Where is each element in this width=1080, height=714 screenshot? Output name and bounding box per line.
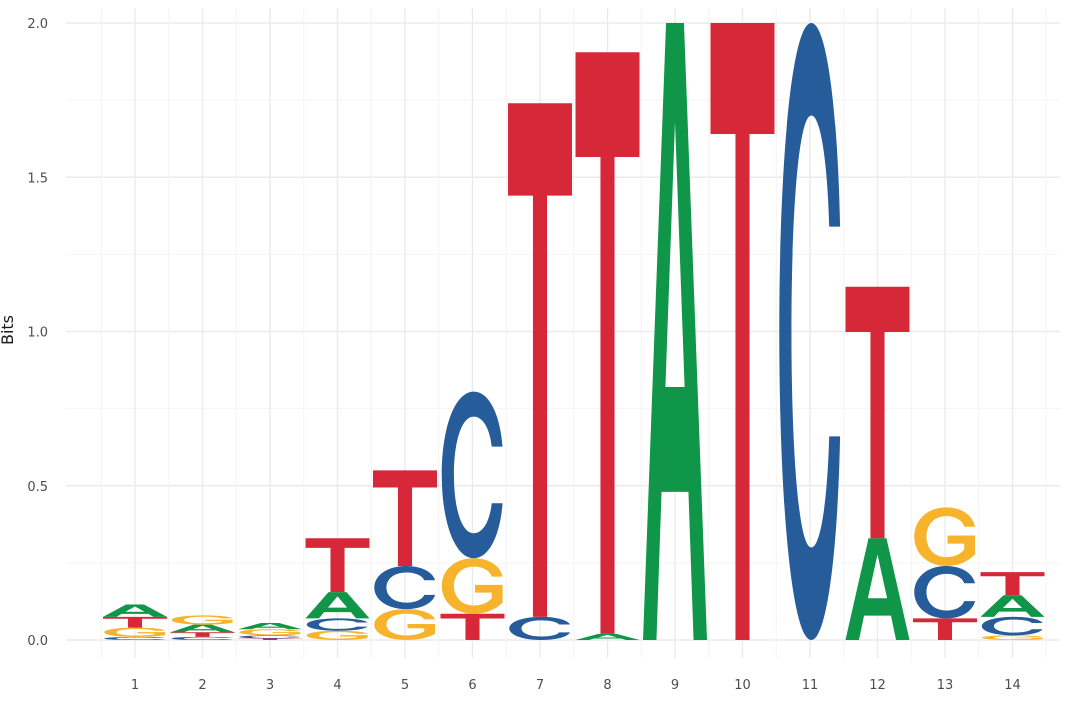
y-axis-title: Bits	[0, 315, 17, 345]
x-tick-label: 7	[536, 678, 544, 693]
x-tick-label: 2	[198, 678, 206, 693]
logo-letter-C-pos-6	[441, 391, 503, 559]
logo-letter-C-pos-11	[779, 23, 841, 640]
logo-letter-G-pos-1	[104, 627, 166, 637]
x-tick-label: 1	[131, 678, 139, 693]
logo-letter-C-pos-5	[374, 565, 436, 610]
logo-letter-A-pos-8	[575, 633, 640, 640]
x-tick-label: 14	[1004, 678, 1021, 693]
logo-letter-C-pos-14	[981, 616, 1043, 636]
x-axis: 1 2 3 4 5 6 7 8 9 10 11 12 13 14	[131, 678, 1021, 693]
logo-letter-T-pos-8	[575, 52, 640, 634]
logo-letter-G-pos-13	[914, 507, 976, 566]
logo-letter-A-pos-3	[238, 623, 302, 630]
x-tick-label: 11	[802, 678, 819, 693]
y-tick-label: 1.0	[27, 326, 48, 341]
logo-letter-A-pos-14	[980, 595, 1045, 617]
logo-letter-T-pos-14	[980, 572, 1045, 596]
logo-letter-A-pos-1	[103, 604, 167, 617]
logo-letter-G-pos-6	[441, 558, 503, 614]
x-tick-label: 5	[401, 678, 409, 693]
logo-letter-T-pos-3	[238, 638, 302, 640]
logo-letter-T-pos-13	[913, 618, 977, 640]
x-tick-label: 10	[734, 678, 751, 693]
y-tick-label: 0.0	[27, 634, 48, 649]
logo-letter-C-pos-13	[914, 565, 976, 619]
y-tick-label: 2.0	[27, 17, 48, 32]
y-tick-label: 0.5	[27, 480, 48, 495]
y-axis: 0.0 0.5 1.0 1.5 2.0	[27, 17, 48, 649]
logo-letter-T-pos-4	[305, 538, 370, 593]
logo-letter-T-pos-6	[440, 613, 505, 640]
x-tick-label: 9	[671, 678, 679, 693]
logo-letter-T-pos-5	[373, 470, 437, 566]
x-tick-label: 8	[603, 678, 611, 693]
logo-letter-G-pos-2	[171, 615, 233, 625]
logo-letter-T-pos-10	[710, 23, 775, 640]
logo-letter-G-pos-3	[239, 629, 301, 636]
grid	[66, 8, 1060, 658]
x-tick-label: 4	[333, 678, 341, 693]
logo-letter-C-pos-2	[171, 636, 233, 640]
logo-letter-G-pos-5	[374, 609, 436, 640]
logo-letter-T-pos-1	[103, 616, 167, 628]
logo-letter-C-pos-3	[239, 635, 301, 639]
logo-letter-G-pos-14	[981, 635, 1043, 640]
logo-letter-C-pos-4	[306, 618, 368, 631]
logo-letter-C-pos-1	[104, 636, 166, 640]
y-tick-label: 1.5	[27, 171, 48, 186]
logo-letter-A-pos-9	[643, 23, 707, 640]
logo-letter-T-pos-2	[170, 632, 235, 637]
logo-letter-A-pos-2	[170, 624, 235, 633]
logo-letter-T-pos-12	[845, 286, 910, 539]
x-tick-label: 3	[266, 678, 274, 693]
logo-letter-T-pos-7	[508, 103, 572, 617]
logo-letter-C-pos-7	[509, 616, 571, 640]
letter-stacks	[103, 23, 1045, 640]
logo-letter-G-pos-4	[306, 630, 368, 640]
x-tick-label: 12	[869, 678, 886, 693]
logo-letter-A-pos-12	[845, 538, 910, 640]
logo-letter-A-pos-4	[305, 592, 370, 619]
x-tick-label: 13	[937, 678, 954, 693]
x-tick-label: 6	[468, 678, 476, 693]
